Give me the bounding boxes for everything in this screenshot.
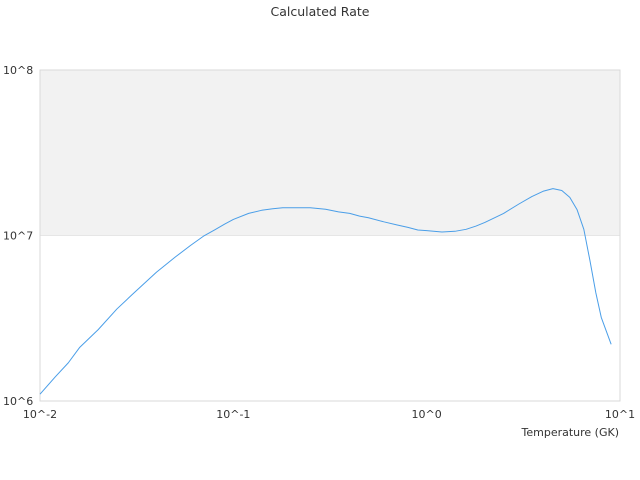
plot-band: [40, 70, 620, 236]
x-tick-label: 10^-1: [216, 408, 250, 421]
y-tick-label: 10^6: [3, 395, 33, 408]
plot-band: [40, 235, 620, 401]
x-axis-ticks: 10^-2 10^-1 10^0 10^1: [23, 408, 635, 421]
x-tick-label: 10^0: [412, 408, 442, 421]
x-axis-label: Temperature (GK): [521, 426, 620, 439]
chart-title: Calculated Rate: [271, 4, 370, 19]
y-tick-label: 10^8: [3, 64, 33, 77]
plot-bands: [40, 70, 620, 401]
x-tick-label: 10^1: [605, 408, 635, 421]
series-line-0: [39, 188, 612, 395]
series-group: [39, 188, 612, 395]
y-axis-ticks: 10^6 10^7 10^8: [3, 64, 33, 408]
plot-frame: [39, 69, 621, 402]
y-tick-label: 10^7: [3, 230, 33, 243]
x-tick-label: 10^-2: [23, 408, 57, 421]
